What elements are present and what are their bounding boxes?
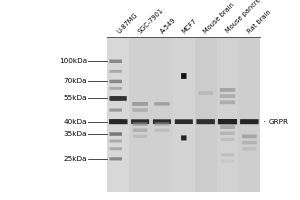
- FancyBboxPatch shape: [154, 129, 169, 132]
- Text: 35kDa: 35kDa: [63, 131, 87, 137]
- FancyBboxPatch shape: [240, 119, 259, 124]
- FancyBboxPatch shape: [133, 135, 147, 138]
- FancyBboxPatch shape: [196, 119, 215, 124]
- FancyBboxPatch shape: [110, 96, 127, 101]
- Text: 70kDa: 70kDa: [63, 78, 87, 84]
- FancyBboxPatch shape: [175, 119, 193, 124]
- FancyBboxPatch shape: [220, 88, 235, 92]
- FancyBboxPatch shape: [181, 135, 187, 140]
- FancyBboxPatch shape: [110, 119, 122, 124]
- FancyBboxPatch shape: [110, 96, 122, 101]
- Bar: [173, 37, 195, 192]
- FancyBboxPatch shape: [110, 70, 122, 73]
- FancyBboxPatch shape: [220, 138, 235, 141]
- FancyBboxPatch shape: [110, 157, 122, 160]
- FancyBboxPatch shape: [242, 134, 257, 138]
- FancyBboxPatch shape: [220, 160, 234, 163]
- FancyBboxPatch shape: [131, 119, 149, 124]
- FancyBboxPatch shape: [110, 108, 122, 112]
- FancyBboxPatch shape: [132, 102, 148, 106]
- Text: 25kDa: 25kDa: [63, 156, 87, 162]
- FancyBboxPatch shape: [133, 122, 148, 126]
- FancyBboxPatch shape: [110, 60, 122, 63]
- Text: Mouse pancreas: Mouse pancreas: [225, 0, 267, 34]
- FancyBboxPatch shape: [154, 102, 170, 106]
- FancyBboxPatch shape: [220, 132, 235, 135]
- Text: MCF7: MCF7: [181, 17, 198, 34]
- FancyBboxPatch shape: [110, 80, 122, 83]
- Bar: [195, 37, 217, 192]
- FancyBboxPatch shape: [242, 147, 256, 150]
- FancyBboxPatch shape: [181, 73, 187, 79]
- FancyBboxPatch shape: [154, 122, 169, 126]
- Bar: [129, 37, 151, 192]
- Text: A-549: A-549: [159, 16, 177, 34]
- FancyBboxPatch shape: [133, 128, 148, 132]
- FancyBboxPatch shape: [132, 108, 148, 112]
- Text: 55kDa: 55kDa: [63, 95, 87, 101]
- FancyBboxPatch shape: [220, 94, 235, 98]
- Text: Rat brain: Rat brain: [247, 8, 272, 34]
- Text: 100kDa: 100kDa: [59, 58, 87, 64]
- FancyBboxPatch shape: [109, 119, 128, 124]
- FancyBboxPatch shape: [110, 87, 122, 90]
- Text: SGC-7901: SGC-7901: [137, 7, 165, 34]
- Bar: [107, 37, 260, 192]
- Bar: [217, 37, 238, 192]
- FancyBboxPatch shape: [153, 119, 171, 124]
- Bar: [238, 37, 260, 192]
- FancyBboxPatch shape: [198, 91, 213, 95]
- Text: Mouse brain: Mouse brain: [203, 1, 236, 34]
- Bar: [107, 37, 129, 192]
- FancyBboxPatch shape: [218, 119, 237, 124]
- Text: U-87MG: U-87MG: [116, 11, 139, 34]
- FancyBboxPatch shape: [110, 140, 122, 142]
- FancyBboxPatch shape: [220, 125, 235, 129]
- FancyBboxPatch shape: [242, 141, 257, 144]
- FancyBboxPatch shape: [110, 132, 122, 136]
- FancyBboxPatch shape: [220, 100, 235, 104]
- Text: 40kDa: 40kDa: [63, 119, 87, 125]
- FancyBboxPatch shape: [220, 153, 234, 157]
- FancyBboxPatch shape: [110, 147, 122, 150]
- Bar: [151, 37, 173, 192]
- Text: GRPR: GRPR: [268, 119, 289, 125]
